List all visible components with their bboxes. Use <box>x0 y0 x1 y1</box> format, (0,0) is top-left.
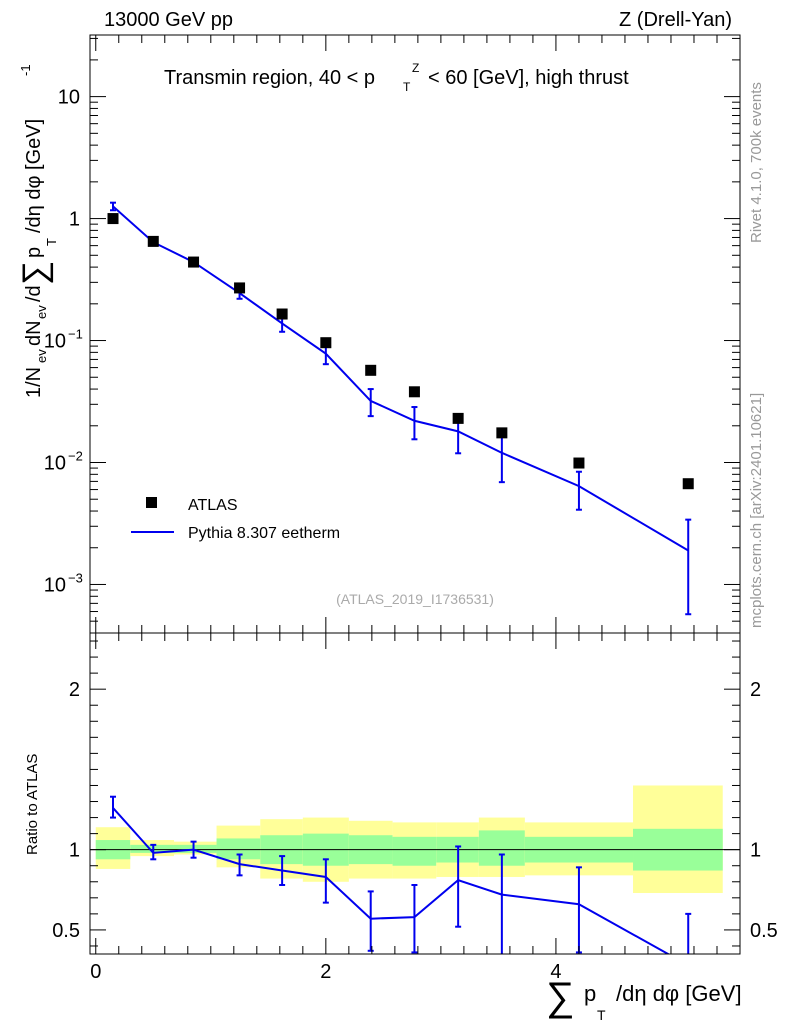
legend-marker-atlas <box>146 497 157 508</box>
header-right: Z (Drell-Yan) <box>619 9 732 31</box>
atlas-data-point <box>573 457 585 469</box>
atlas-data-point <box>682 478 694 490</box>
atlas-data-point <box>496 427 508 439</box>
main-ylabel-p1: 1/N <box>23 367 45 398</box>
xaxis-label-p: p <box>584 981 596 1006</box>
legend: ATLAS Pythia 8.307 eetherm <box>131 497 340 542</box>
main-y-tick-label: 10 <box>44 453 66 475</box>
ratio-y-tick-label-left: 1 <box>69 840 80 862</box>
main-y-tick-label: 10 <box>44 574 66 596</box>
atlas-data-point <box>408 386 420 398</box>
ratio-y-tick-label-right: 2 <box>750 679 761 701</box>
main-ylabel: 1/N ev dN ev /d ∑ p T /dη dφ [GeV] -1 <box>16 64 59 398</box>
header-left: 13000 GeV pp <box>104 9 233 31</box>
main-frame <box>89 34 741 634</box>
ratio-y-tick-label-left: 0.5 <box>52 920 80 942</box>
atlas-data-point <box>188 256 200 268</box>
x-tick-label: 0 <box>90 961 101 983</box>
main-y-tick-exponent: −2 <box>68 449 83 464</box>
main-ylabel-p5: /dη dφ [GeV] <box>23 119 45 233</box>
main-y-tick-label: 1 <box>69 209 80 231</box>
ratio-ylabel: Ratio to ATLAS <box>24 754 41 855</box>
atlas-data-point <box>320 337 332 349</box>
main-y-tick-exponent: −1 <box>68 327 83 342</box>
ratio-y-tick-label-right: 0.5 <box>750 920 778 942</box>
main-ylabel-p2: dN <box>23 320 45 346</box>
main-title-sub: T <box>403 80 411 94</box>
xaxis-label: ∑ p T /dη dφ [GeV] <box>546 975 742 1023</box>
x-tick-label: 2 <box>320 961 331 983</box>
ratio-y-tick-label-right: 1 <box>750 840 761 862</box>
ratio-y-tick-label-left: 2 <box>69 679 80 701</box>
main-title-sup: Z <box>412 61 419 75</box>
uncertainty-band-green <box>173 844 217 853</box>
main-y-tick-exponent: −3 <box>68 570 83 585</box>
legend-label-atlas: ATLAS <box>188 497 238 514</box>
legend-label-pythia: Pythia 8.307 eetherm <box>188 525 340 542</box>
atlas-data-point <box>365 364 377 376</box>
atlas-data-point <box>276 308 288 320</box>
x-tick-label: 4 <box>550 961 561 983</box>
xaxis-label-sub: T <box>597 1007 606 1023</box>
main-ylabel-p3: /d <box>23 285 45 302</box>
main-y-tick-label: 10 <box>58 87 80 109</box>
main-title: Transmin region, 40 < p T Z < 60 [GeV], … <box>164 61 629 94</box>
main-title-part1: Transmin region, 40 < p <box>164 67 375 89</box>
mcplots-label: mcplots.cern.ch [arXiv:2401.10621] <box>748 393 765 628</box>
main-title-part2: < 60 [GeV], high thrust <box>428 67 629 89</box>
atlas-data-point <box>452 412 464 424</box>
uncertainty-band-green <box>216 838 261 860</box>
main-ylabel-sum: ∑ <box>16 261 54 285</box>
pythia-line <box>112 205 689 552</box>
ratio-frame <box>89 632 741 955</box>
main-ylabel-sub2: ev <box>34 305 49 319</box>
atlas-data-point <box>234 282 246 294</box>
main-ylabel-sub1: ev <box>34 349 49 363</box>
main-y-tick-label: 10 <box>44 331 66 353</box>
analysis-watermark: (ATLAS_2019_I1736531) <box>336 591 494 607</box>
main-ylabel-p4: p <box>23 247 45 258</box>
xaxis-label-sum: ∑ <box>546 975 575 1019</box>
ratio-panel: 0.5 0.5 1 1 2 2 0 2 4 Ratio to ATLAS ∑ p T /dη d… <box>24 632 778 1023</box>
main-ylabel-exp: -1 <box>18 64 33 76</box>
rivet-label: Rivet 4.1.0, 700k events <box>748 82 765 243</box>
ratio-line <box>112 807 671 954</box>
uncertainty-band-green <box>392 836 437 866</box>
atlas-data-point <box>147 235 159 247</box>
uncertainty-band-green <box>130 844 174 853</box>
xaxis-label-rest: /dη dφ [GeV] <box>616 981 742 1006</box>
main-ylabel-sub3: T <box>44 238 59 246</box>
atlas-data-point <box>107 213 119 225</box>
